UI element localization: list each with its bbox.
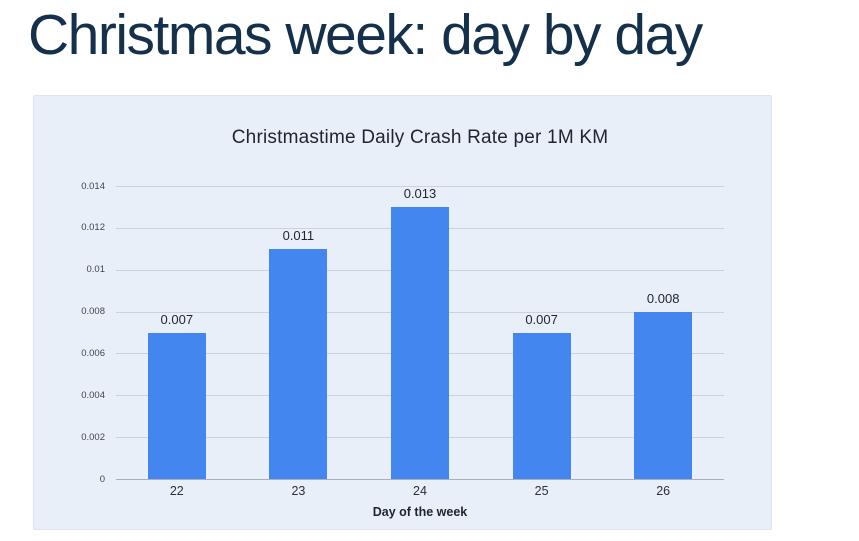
chart-panel: Christmastime Daily Crash Rate per 1M KM… <box>33 95 772 530</box>
x-tick-label: 25 <box>534 484 549 498</box>
y-tick-label: 0.012 <box>81 222 105 234</box>
y-tick-label: 0.006 <box>81 347 105 359</box>
bar-value-label: 0.008 <box>646 290 680 306</box>
bar-value-label: 0.011 <box>282 227 315 243</box>
y-tick-label: 0.002 <box>81 431 105 443</box>
gridline <box>116 186 724 187</box>
bar-value-label: 0.007 <box>525 311 558 327</box>
bar-day-23 <box>269 248 328 479</box>
x-tick-label: 22 <box>169 484 184 498</box>
x-axis-baseline <box>116 479 724 480</box>
y-tick-label: 0.01 <box>86 264 106 276</box>
plot-area: 0 0.002 0.004 0.006 0.008 0.01 0.012 0.014 0.007… <box>81 181 724 498</box>
y-tick-label: 0.004 <box>81 389 105 401</box>
x-axis-title: Day of the week <box>372 505 468 519</box>
y-tick-label: 0 <box>99 473 105 485</box>
bar-value-label: 0.007 <box>160 311 194 327</box>
page-title: Christmas week: day by day <box>28 3 703 67</box>
x-tick-label: 24 <box>413 484 427 498</box>
y-tick-label: 0.014 <box>81 180 105 192</box>
bar-day-25 <box>512 332 571 479</box>
bar-value-label: 0.013 <box>403 185 437 201</box>
chart-title: Christmastime Daily Crash Rate per 1M KM <box>231 127 609 148</box>
x-tick-label: 26 <box>656 484 671 498</box>
y-tick-label: 0.008 <box>81 306 105 318</box>
x-tick-label: 23 <box>291 484 306 498</box>
bar-day-24 <box>391 206 449 479</box>
bar-day-22 <box>147 332 206 479</box>
bar-day-26 <box>634 311 693 479</box>
